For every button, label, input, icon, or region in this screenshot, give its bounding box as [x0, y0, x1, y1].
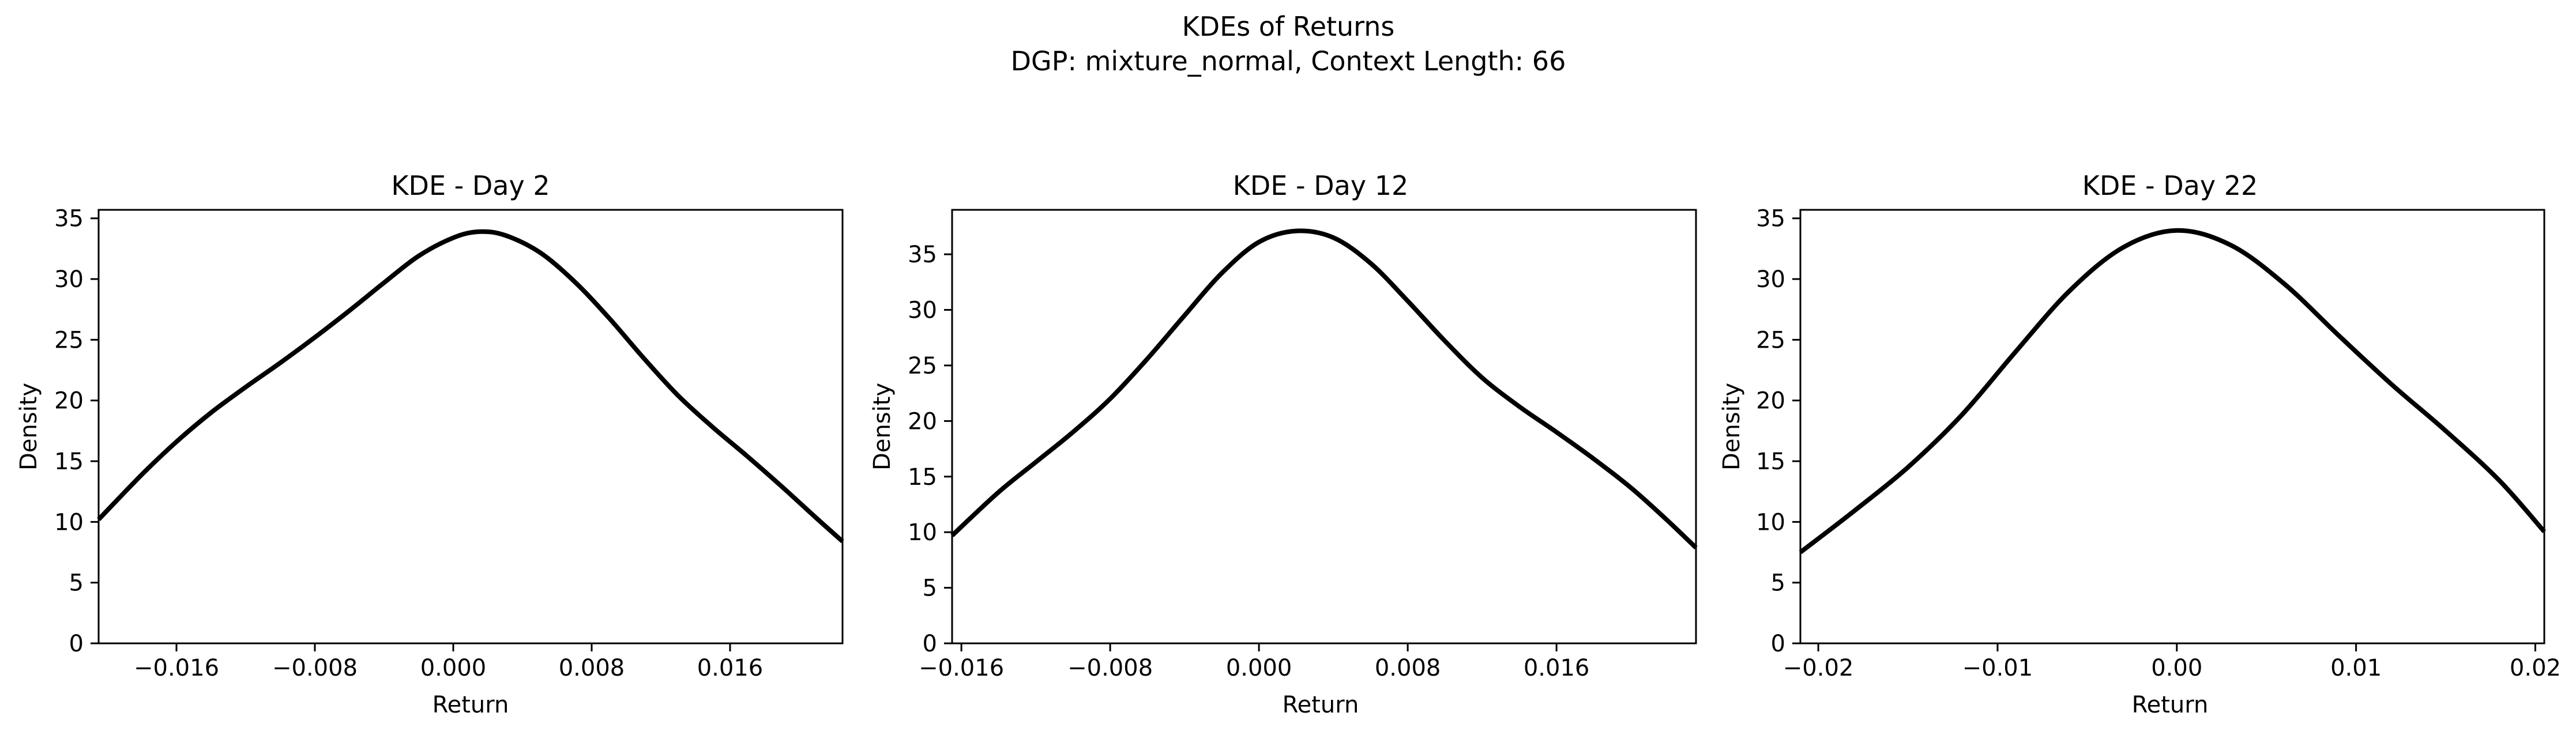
y-tick-label: 20 [54, 388, 84, 414]
y-tick-label: 0 [1771, 631, 1785, 657]
x-tick-label: 0.008 [1375, 655, 1441, 681]
y-tick-label: 30 [908, 297, 937, 324]
y-tick-label: 25 [1756, 327, 1785, 353]
y-axis-label: Density [1718, 383, 1745, 470]
subplot-day-12: KDE - Day 12 −0.016 −0.008 0.000 0.008 0.016… [869, 170, 1698, 718]
y-tick-label: 10 [54, 509, 84, 536]
x-tick-label: 0.00 [2151, 655, 2202, 681]
kde-line [97, 229, 844, 544]
ticks-layer: −0.016 −0.008 0.000 0.008 0.016 0 5 10 15 20 25 30 3… [908, 242, 1589, 681]
y-tick-label: 35 [908, 242, 937, 268]
kde-line [1799, 228, 2546, 555]
plot-frame [1799, 209, 2545, 644]
y-tick-label: 35 [1756, 206, 1785, 232]
subplot-day-2: KDE - Day 2 −0.016 −0.008 0.000 0.008 0.016 0… [16, 170, 844, 718]
ticks-layer: −0.016 −0.008 0.000 0.008 0.016 0 5 10 15 20 25 30 3… [54, 206, 763, 681]
y-tick-label: 0 [923, 631, 937, 657]
x-tick-label: 0.02 [2510, 655, 2561, 681]
x-tick-label: 0.01 [2330, 655, 2382, 681]
y-tick-label: 10 [908, 519, 937, 546]
x-tick-label: −0.016 [134, 655, 219, 681]
x-axis-label: Return [1283, 692, 1359, 718]
x-axis-label: Return [2132, 692, 2209, 718]
y-axis-label: Density [16, 383, 42, 470]
subplot-title: KDE - Day 22 [2082, 170, 2258, 201]
y-tick-label: 20 [1756, 388, 1785, 414]
x-tick-label: 0.008 [559, 655, 625, 681]
y-tick-label: 15 [908, 464, 937, 491]
plot-frame [951, 209, 1697, 644]
y-tick-label: 30 [54, 266, 84, 293]
x-tick-label: 0.016 [697, 655, 764, 681]
x-tick-label: −0.01 [1962, 655, 2033, 681]
subplot-title: KDE - Day 2 [391, 170, 550, 201]
kde-line [950, 228, 1698, 550]
y-tick-label: 0 [69, 631, 84, 657]
y-tick-label: 25 [908, 353, 937, 379]
y-tick-label: 5 [923, 575, 937, 602]
x-tick-label: −0.008 [272, 655, 358, 681]
figure-title: KDEs of Returns [1182, 11, 1395, 42]
y-tick-label: 25 [54, 327, 84, 353]
x-tick-label: 0.016 [1524, 655, 1590, 681]
subplot-title: KDE - Day 12 [1233, 170, 1408, 201]
y-tick-label: 5 [69, 570, 84, 597]
y-tick-label: 20 [908, 408, 937, 435]
x-tick-label: 0.000 [1226, 655, 1292, 681]
x-tick-label: −0.016 [919, 655, 1004, 681]
y-tick-label: 30 [1756, 266, 1785, 293]
x-tick-label: −0.008 [1067, 655, 1153, 681]
y-tick-label: 10 [1756, 509, 1785, 536]
figure-subtitle: DGP: mixture_normal, Context Length: 66 [1011, 46, 1566, 77]
y-tick-label: 35 [54, 206, 84, 232]
y-tick-label: 15 [1756, 448, 1785, 475]
x-axis-label: Return [433, 692, 509, 718]
x-tick-label: 0.000 [420, 655, 487, 681]
x-tick-label: −0.02 [1783, 655, 1854, 681]
plot-frame [97, 209, 844, 644]
y-tick-label: 5 [1771, 570, 1785, 597]
y-tick-label: 15 [54, 448, 84, 475]
y-axis-label: Density [869, 383, 896, 470]
subplot-day-22: KDE - Day 22 −0.02 −0.01 0.00 0.01 0.02 0 5 10 1… [1718, 170, 2561, 718]
ticks-layer: −0.02 −0.01 0.00 0.01 0.02 0 5 10 15 20 25 30 35 [1756, 206, 2561, 681]
